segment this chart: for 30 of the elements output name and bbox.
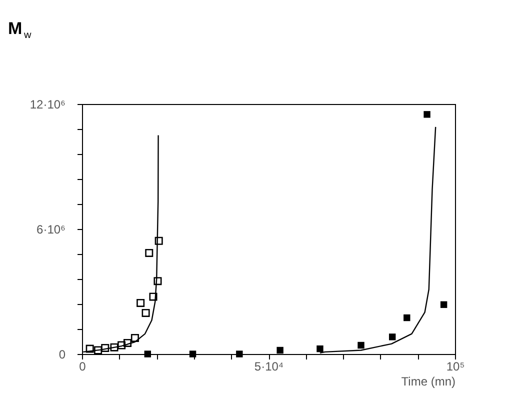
point [136,298,145,307]
point [154,236,163,245]
x-tick-label: 10⁵ [446,360,465,374]
point [440,301,448,308]
y-tick-label: 6·10⁶ [36,222,66,236]
point [110,343,118,352]
x-tick-label: 0 [79,360,86,374]
y-tick-label: 0 [58,348,66,362]
point [424,111,430,118]
point [144,350,151,358]
point [154,277,162,286]
point [404,314,410,322]
point [94,346,102,354]
point [145,248,154,257]
y-tick-label: 12·10⁶ [30,98,66,112]
point [86,344,94,353]
x-axis-title: Time (mn) [401,374,456,388]
point [124,338,132,347]
point [388,334,396,340]
point [236,350,243,358]
point [118,341,126,350]
point [276,346,284,354]
point [101,344,110,352]
point [142,308,150,317]
point [316,345,324,352]
point [189,350,196,358]
x-tick-label: 5·10⁴ [254,360,284,374]
point [149,292,158,301]
point [358,342,364,349]
point [130,334,139,342]
